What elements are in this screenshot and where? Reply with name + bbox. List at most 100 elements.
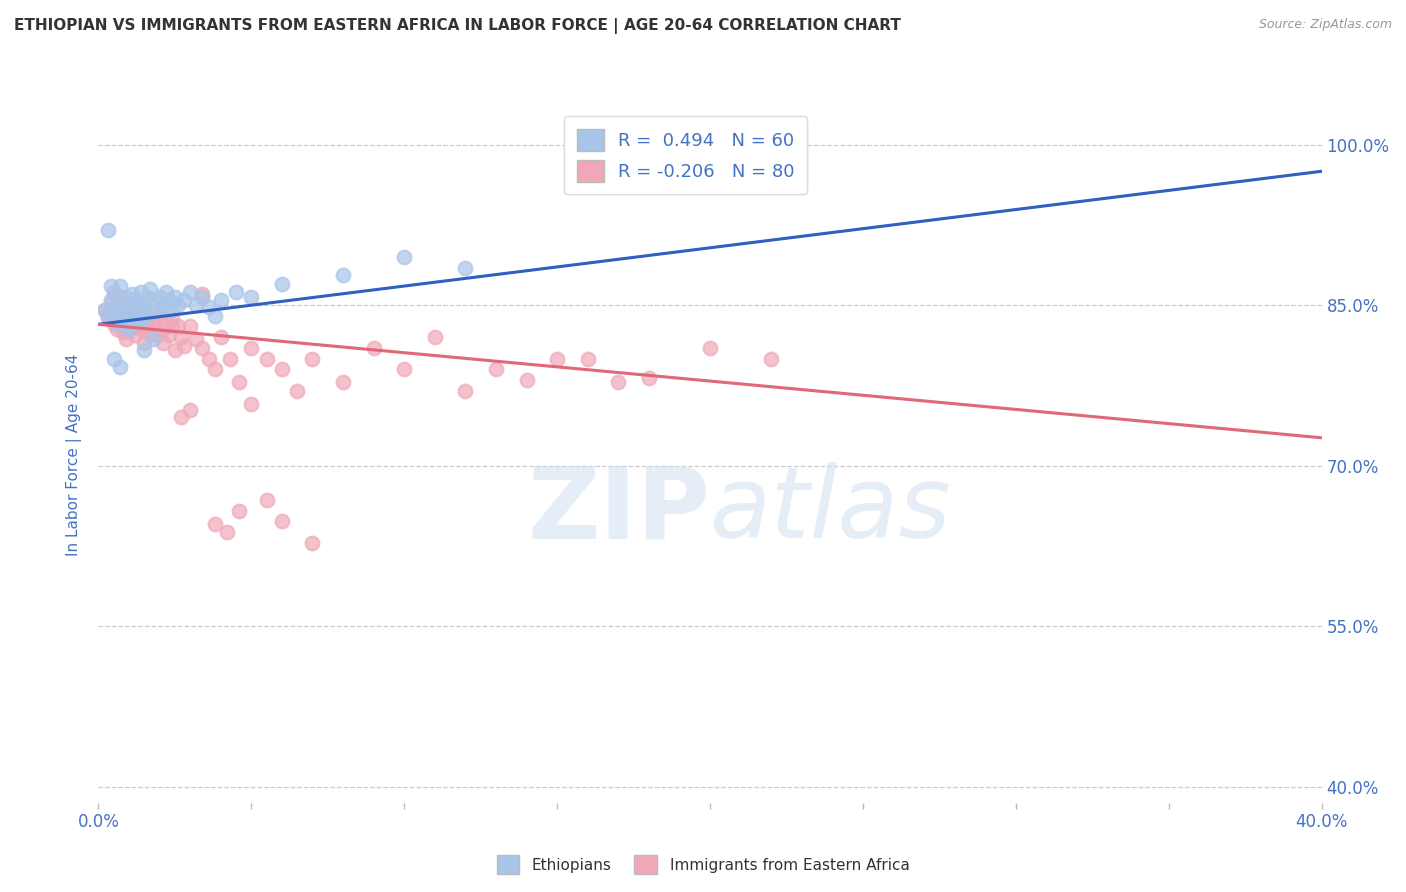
Point bbox=[204, 517, 226, 532]
Point bbox=[111, 314, 134, 328]
Point bbox=[136, 307, 159, 321]
Point bbox=[160, 310, 183, 325]
Point bbox=[127, 314, 149, 328]
Point bbox=[103, 318, 125, 332]
Point bbox=[124, 328, 146, 343]
Point bbox=[157, 293, 180, 307]
Point bbox=[209, 293, 232, 307]
Point bbox=[173, 339, 195, 353]
Point bbox=[637, 371, 661, 385]
Point bbox=[127, 296, 149, 310]
Point bbox=[124, 293, 146, 307]
Point bbox=[699, 341, 721, 355]
Point bbox=[332, 375, 354, 389]
Point bbox=[139, 328, 162, 343]
Point bbox=[115, 307, 138, 321]
Point bbox=[256, 492, 278, 507]
Point bbox=[157, 328, 180, 343]
Point bbox=[97, 310, 120, 325]
Point bbox=[142, 314, 165, 328]
Point bbox=[152, 300, 174, 314]
Point bbox=[392, 362, 416, 376]
Point bbox=[191, 341, 214, 355]
Point bbox=[108, 360, 131, 375]
Point bbox=[240, 341, 263, 355]
Point bbox=[115, 307, 138, 321]
Point bbox=[228, 503, 250, 517]
Point bbox=[100, 310, 122, 325]
Point bbox=[454, 260, 477, 275]
Point bbox=[145, 303, 167, 318]
Text: ZIP: ZIP bbox=[527, 462, 710, 559]
Point bbox=[100, 278, 122, 293]
Point bbox=[204, 309, 226, 323]
Point bbox=[142, 318, 165, 332]
Point bbox=[163, 289, 186, 303]
Point bbox=[118, 319, 141, 334]
Point bbox=[118, 321, 141, 335]
Point bbox=[332, 268, 354, 282]
Point bbox=[134, 343, 156, 357]
Point bbox=[103, 285, 125, 300]
Point bbox=[204, 362, 226, 376]
Point bbox=[134, 310, 156, 325]
Point bbox=[100, 293, 122, 307]
Point bbox=[111, 325, 134, 339]
Point bbox=[103, 310, 125, 325]
Point bbox=[516, 373, 538, 387]
Point bbox=[160, 319, 183, 334]
Text: Source: ZipAtlas.com: Source: ZipAtlas.com bbox=[1258, 18, 1392, 31]
Point bbox=[179, 403, 201, 417]
Point bbox=[209, 330, 232, 344]
Point bbox=[392, 250, 416, 264]
Point bbox=[108, 303, 131, 318]
Point bbox=[108, 310, 131, 325]
Point bbox=[121, 310, 143, 325]
Point bbox=[270, 277, 292, 291]
Point bbox=[124, 310, 146, 325]
Point bbox=[105, 310, 128, 325]
Point bbox=[134, 298, 156, 312]
Point bbox=[105, 321, 128, 335]
Text: atlas: atlas bbox=[710, 462, 952, 559]
Point bbox=[228, 375, 250, 389]
Point bbox=[170, 410, 193, 425]
Point bbox=[93, 303, 115, 318]
Point bbox=[100, 296, 122, 310]
Point bbox=[118, 321, 141, 335]
Point bbox=[576, 351, 599, 366]
Point bbox=[546, 351, 568, 366]
Point bbox=[121, 309, 143, 323]
Point bbox=[285, 384, 308, 398]
Point bbox=[170, 330, 193, 344]
Point bbox=[179, 319, 201, 334]
Point bbox=[270, 514, 292, 528]
Point bbox=[115, 332, 138, 346]
Point bbox=[129, 285, 152, 300]
Point bbox=[134, 307, 156, 321]
Point bbox=[191, 287, 214, 301]
Point bbox=[111, 318, 134, 332]
Point bbox=[124, 309, 146, 323]
Point bbox=[152, 321, 174, 335]
Point bbox=[129, 321, 152, 335]
Point bbox=[105, 318, 128, 332]
Point bbox=[155, 285, 177, 300]
Point bbox=[179, 285, 201, 300]
Point bbox=[136, 314, 159, 328]
Point bbox=[118, 300, 141, 314]
Point bbox=[197, 300, 219, 314]
Legend: R =  0.494   N = 60, R = -0.206   N = 80: R = 0.494 N = 60, R = -0.206 N = 80 bbox=[564, 116, 807, 194]
Point bbox=[149, 289, 172, 303]
Point bbox=[149, 307, 172, 321]
Point bbox=[115, 289, 138, 303]
Point bbox=[256, 351, 278, 366]
Point bbox=[160, 303, 183, 318]
Point bbox=[127, 314, 149, 328]
Point bbox=[97, 223, 120, 237]
Point bbox=[197, 351, 219, 366]
Point bbox=[115, 321, 138, 335]
Point bbox=[134, 319, 156, 334]
Point bbox=[121, 287, 143, 301]
Point bbox=[121, 303, 143, 318]
